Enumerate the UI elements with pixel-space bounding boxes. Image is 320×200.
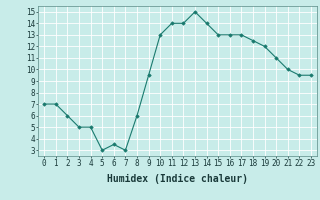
X-axis label: Humidex (Indice chaleur): Humidex (Indice chaleur)	[107, 174, 248, 184]
